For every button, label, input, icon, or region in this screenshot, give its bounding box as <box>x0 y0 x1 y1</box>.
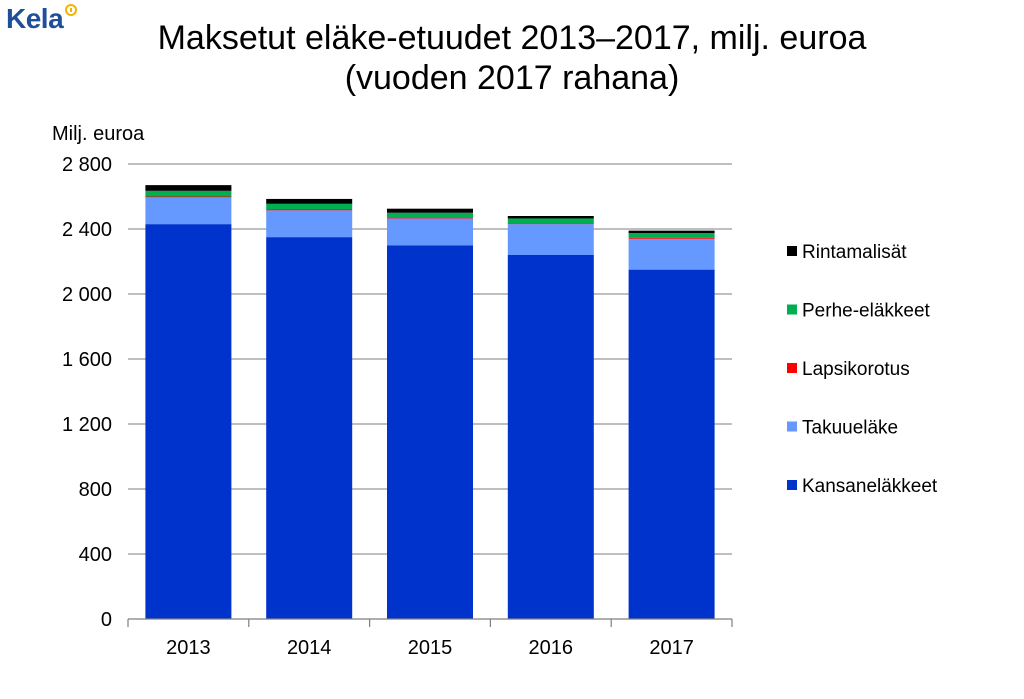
bar-segment-lapsikorotus-2017 <box>628 237 715 239</box>
chart-subtitle: (vuoden 2017 rahana) <box>344 59 680 97</box>
logo-text: Kela <box>6 3 64 34</box>
y-tick-label: 2 000 <box>62 284 112 306</box>
legend-label: Lapsikorotus <box>802 359 910 380</box>
legend-label: Takuueläke <box>802 418 898 439</box>
bar-segment-kansaneläkkeet-2015 <box>387 245 473 619</box>
x-tick-label: 2013 <box>166 637 211 659</box>
chart-title: Maksetut eläke-etuudet 2013–2017, milj. … <box>157 19 867 57</box>
x-tick-label: 2017 <box>649 637 694 659</box>
logo-mark-icon <box>65 4 78 16</box>
x-tick-label: 2016 <box>529 637 574 659</box>
bar-stack-2016 <box>507 216 594 619</box>
y-tick-label: 1 600 <box>62 349 112 371</box>
legend-label: Perhe-eläkkeet <box>802 301 931 322</box>
bar-segment-lapsikorotus-2014 <box>266 209 353 211</box>
legend-swatch <box>787 304 797 315</box>
y-tick-label: 0 <box>101 609 112 631</box>
y-tick-label: 800 <box>79 479 112 501</box>
bar-segment-takuueläke-2017 <box>628 238 715 270</box>
bar-segment-rintamalisät-2016 <box>507 216 594 219</box>
bar-stack-2015 <box>387 208 473 619</box>
bars <box>145 185 715 619</box>
y-tick-label: 1 200 <box>62 414 112 436</box>
bar-segment-rintamalisät-2015 <box>387 208 473 213</box>
x-tick-label: 2014 <box>287 637 332 659</box>
legend: Rintamalisät Perhe-eläkkeet Lapsikorotus Ta… <box>787 242 938 497</box>
x-axis: 2013 2014 2015 2016 2017 <box>127 618 733 659</box>
kela-logo: Kela <box>6 3 78 34</box>
bar-segment-perhe-eläkkeet-2014 <box>266 203 353 210</box>
y-tick-label: 2 800 <box>62 154 112 176</box>
legend-label: Rintamalisät <box>802 242 907 263</box>
y-axis-unit-label: Milj. euroa <box>52 123 145 145</box>
legend-label: Kansaneläkkeet <box>802 476 938 497</box>
bar-segment-kansaneläkkeet-2017 <box>628 269 715 619</box>
bar-stack-2014 <box>266 198 353 619</box>
legend-swatch <box>787 480 797 490</box>
bar-segment-takuueläke-2016 <box>507 224 594 255</box>
bar-stack-2017 <box>628 230 715 619</box>
bar-segment-takuueläke-2014 <box>266 210 353 238</box>
bar-segment-lapsikorotus-2013 <box>145 196 232 198</box>
bar-segment-perhe-eläkkeet-2017 <box>628 233 715 238</box>
bar-segment-rintamalisät-2017 <box>628 230 715 234</box>
chart-title-block: Maksetut eläke-etuudet 2013–2017, milj. … <box>0 18 1024 98</box>
bar-segment-kansaneläkkeet-2016 <box>507 255 594 619</box>
bar-segment-perhe-eläkkeet-2016 <box>507 218 594 224</box>
x-tick-label: 2015 <box>408 637 453 659</box>
bar-stack-2013 <box>145 185 232 619</box>
bar-segment-lapsikorotus-2015 <box>387 217 473 219</box>
bar-segment-takuueläke-2015 <box>387 218 473 246</box>
legend-swatch <box>787 246 797 256</box>
legend-swatch <box>787 421 797 432</box>
bar-segment-perhe-eläkkeet-2015 <box>387 212 473 218</box>
legend-swatch <box>787 363 797 373</box>
bar-segment-kansaneläkkeet-2013 <box>145 224 232 619</box>
y-tick-label: 2 400 <box>62 219 112 241</box>
bar-segment-takuueläke-2013 <box>145 197 232 225</box>
bar-segment-lapsikorotus-2016 <box>507 223 594 225</box>
bar-segment-perhe-eläkkeet-2013 <box>145 190 232 197</box>
y-tick-label: 400 <box>79 544 112 566</box>
bar-segment-rintamalisät-2013 <box>145 185 232 191</box>
y-axis-tick-labels: 0 400 800 1 200 1 600 2 000 2 400 2 800 <box>62 154 112 631</box>
bar-segment-kansaneläkkeet-2014 <box>266 237 353 619</box>
bar-segment-rintamalisät-2014 <box>266 198 353 204</box>
